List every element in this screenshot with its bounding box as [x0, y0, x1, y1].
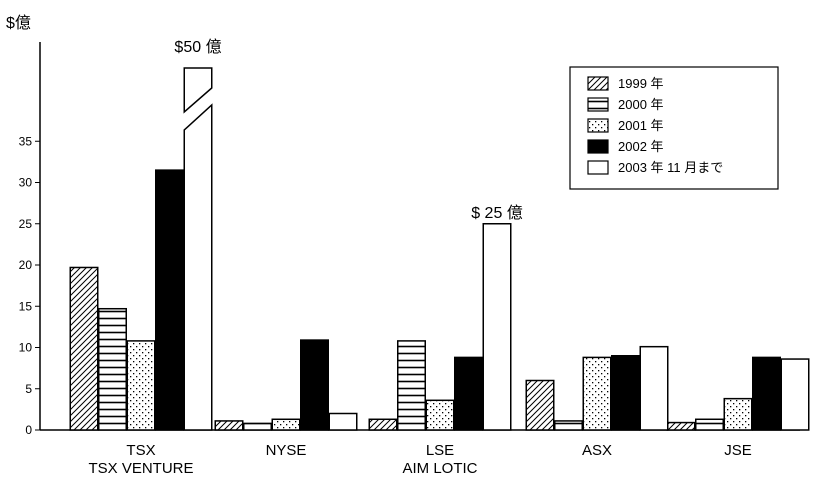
legend-label: 2002 年 — [618, 139, 664, 154]
bar — [780, 358, 810, 431]
x-category-label: ASX — [582, 442, 612, 459]
bar — [611, 355, 640, 431]
y-tick-label: 15 — [19, 299, 33, 313]
bar — [397, 340, 426, 431]
bar — [639, 345, 669, 431]
bar — [482, 223, 512, 431]
legend-label: 2003 年 11 月まで — [618, 160, 723, 175]
legend-swatch — [587, 139, 609, 154]
y-tick-label: 5 — [25, 382, 32, 396]
x-category-label: TSX — [126, 442, 155, 459]
value-annotation: $50 億 — [174, 38, 221, 56]
bar — [695, 418, 724, 431]
y-tick-label: 35 — [19, 134, 33, 148]
bar — [155, 169, 184, 431]
bar — [425, 399, 455, 431]
x-category-label: AIM LOTIC — [402, 460, 477, 477]
bar — [368, 418, 398, 431]
value-annotation: $ 25 億 — [471, 204, 523, 222]
bar — [214, 420, 244, 431]
legend-swatch — [587, 160, 609, 175]
legend-items: 1999 年 2000 年 2001 年 2002 年 2003 年 11 月まで — [587, 76, 723, 175]
legend-swatch — [587, 76, 609, 91]
bar — [666, 421, 696, 431]
legend-label: 2001 年 — [618, 118, 664, 133]
bar-broken — [183, 67, 213, 431]
bar — [454, 356, 483, 431]
x-category-label: LSE — [426, 442, 454, 459]
bar-upper-segment — [183, 67, 213, 114]
legend-label: 2000 年 — [618, 97, 664, 112]
bar — [243, 422, 272, 431]
bar — [300, 339, 329, 431]
bars — [69, 67, 810, 431]
legend-swatch — [587, 118, 609, 133]
y-tick-label: 10 — [19, 341, 33, 355]
legend-swatch — [587, 97, 609, 112]
legend-label: 1999 年 — [618, 76, 664, 91]
bar-lower-segment — [183, 103, 213, 431]
bar — [328, 412, 358, 431]
y-axis-label: $億 — [6, 14, 31, 32]
bar — [98, 307, 127, 431]
y-ticks: 0 5 10 15 20 25 30 35 — [19, 134, 40, 437]
bar — [126, 340, 156, 431]
legend: 1999 年 2000 年 2001 年 2002 年 2003 年 11 月まで — [569, 66, 779, 190]
bar — [69, 266, 99, 431]
bar — [554, 420, 583, 431]
bar — [752, 356, 781, 431]
bar — [271, 418, 301, 431]
bar — [582, 356, 612, 431]
x-category-label: TSX VENTURE — [88, 460, 193, 477]
annotations: $50 億 $ 25 億 — [174, 38, 522, 222]
x-category-label: JSE — [724, 442, 752, 459]
y-tick-label: 0 — [25, 423, 32, 437]
bar — [525, 379, 555, 431]
x-category-label: NYSE — [266, 442, 307, 459]
bar — [723, 397, 753, 431]
y-tick-label: 20 — [19, 258, 33, 272]
y-tick-label: 30 — [19, 176, 33, 190]
y-tick-label: 25 — [19, 217, 33, 231]
